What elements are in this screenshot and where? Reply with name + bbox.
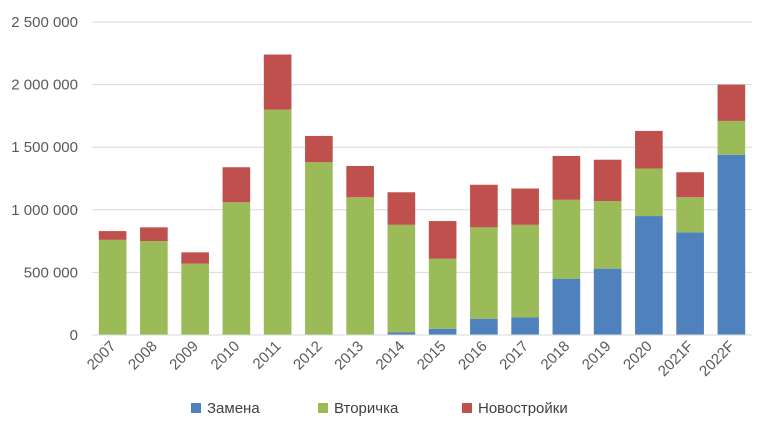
bar-segment-2022F-2 — [717, 120, 746, 155]
legend-swatch-1 — [191, 403, 201, 413]
bar-segment-2022F-3 — [717, 84, 746, 121]
bar-segment-2015-2 — [428, 258, 457, 329]
bar-segment-2009-3 — [181, 252, 209, 264]
y-tick-label: 2 500 000 — [11, 14, 78, 31]
bar-segment-2012-3 — [305, 135, 333, 163]
bar-segment-2014-2 — [387, 224, 416, 333]
bar-segment-2007-2 — [98, 239, 127, 335]
bar-segment-2017-2 — [511, 224, 539, 318]
legend-swatch-3 — [462, 403, 472, 413]
x-tick-label: 2012 — [290, 338, 326, 374]
x-tick-label: 2011 — [250, 338, 285, 373]
bar-segment-2021F-3 — [676, 172, 704, 198]
bar-segment-2016-3 — [470, 184, 498, 228]
bar-segment-2011-2 — [263, 109, 292, 335]
bar-segment-2015-3 — [428, 221, 457, 259]
legend: Замена Вторичка Новостройки — [191, 400, 568, 417]
bar-segment-2020-2 — [635, 168, 663, 217]
x-tick-label: 2021F — [655, 338, 697, 380]
bar-segment-2022F-1 — [717, 154, 746, 335]
bar-segment-2020-1 — [635, 216, 663, 335]
y-tick-label: 1 500 000 — [11, 139, 78, 156]
bar-segment-2017-1 — [511, 317, 539, 335]
y-tick-label: 1 000 000 — [11, 202, 78, 219]
bar-segment-2010-2 — [222, 202, 251, 335]
bar-segment-2008-2 — [140, 241, 168, 335]
x-tick-label: 2015 — [414, 338, 450, 374]
x-tick-label: 2013 — [331, 338, 367, 374]
bar-segment-2013-2 — [346, 197, 374, 335]
bar-segment-2019-1 — [593, 268, 622, 335]
bar-segment-2014-1 — [387, 332, 416, 335]
x-axis: 2007 2008 2009 2010 2011 2012 2013 2014 2015 2016… — [84, 334, 752, 380]
bar-segment-2007-3 — [98, 231, 127, 240]
x-tick-label: 2022F — [696, 338, 738, 380]
x-tick-label: 2020 — [620, 338, 656, 374]
bar-segment-2016-1 — [470, 318, 498, 335]
legend-swatch-2 — [318, 403, 328, 413]
bar-segment-2018-1 — [552, 278, 581, 335]
x-tick-label: 2018 — [538, 338, 574, 374]
x-tick-label: 2009 — [166, 338, 202, 374]
bar-segment-2011-3 — [263, 54, 292, 110]
y-tick-label: 0 — [70, 327, 78, 344]
bar-segment-2015-1 — [428, 328, 457, 335]
x-tick-label: 2016 — [455, 338, 491, 374]
bar-segment-2021F-2 — [676, 197, 704, 233]
legend-label: Вторичка — [334, 400, 399, 417]
bar-segment-2018-3 — [552, 155, 581, 200]
x-tick-label: 2010 — [208, 338, 244, 374]
bar-segment-2012-2 — [305, 162, 333, 335]
y-tick-label: 500 000 — [24, 264, 78, 281]
bar-segment-2013-3 — [346, 165, 374, 198]
bar-segment-2019-3 — [593, 159, 622, 202]
bar-segment-2010-3 — [222, 167, 251, 203]
legend-label: Новостройки — [478, 400, 568, 417]
y-axis: 0 500 000 1 000 000 1 500 000 2 000 000 2 500… — [11, 14, 78, 344]
bar-segment-2014-3 — [387, 192, 416, 225]
x-tick-label: 2014 — [373, 338, 409, 374]
bar-segment-2018-2 — [552, 199, 581, 279]
y-tick-label: 2 000 000 — [11, 77, 78, 94]
bar-segment-2008-3 — [140, 227, 168, 242]
bars — [98, 54, 746, 335]
bar-segment-2019-2 — [593, 201, 622, 269]
x-tick-label: 2008 — [125, 338, 161, 374]
bar-segment-2017-3 — [511, 188, 539, 225]
x-tick-label: 2007 — [84, 338, 120, 374]
bar-segment-2021F-1 — [676, 232, 704, 335]
bar-segment-2016-2 — [470, 227, 498, 319]
bar-segment-2009-2 — [181, 263, 209, 335]
x-tick-label: 2019 — [579, 338, 615, 374]
bar-segment-2020-3 — [635, 130, 663, 169]
legend-label: Замена — [207, 400, 260, 417]
x-tick-label: 2017 — [496, 338, 532, 374]
